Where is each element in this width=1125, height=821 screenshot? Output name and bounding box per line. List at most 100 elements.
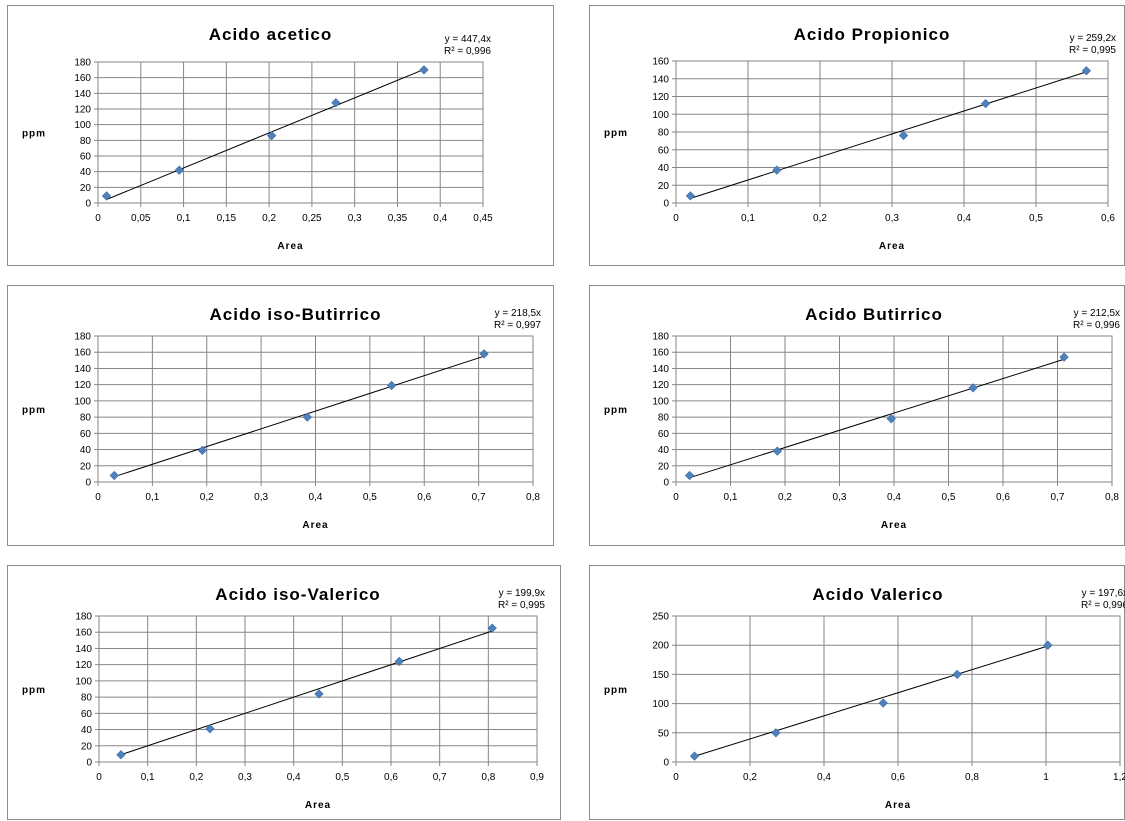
y-tick-label: 120 bbox=[74, 105, 91, 116]
x-tick-label: 0,5 bbox=[942, 492, 956, 503]
data-point bbox=[689, 751, 700, 761]
x-tick-label: 0,3 bbox=[348, 213, 362, 224]
x-tick-label: 0,8 bbox=[526, 492, 540, 503]
data-point bbox=[685, 191, 696, 201]
x-tick-label: 0,1 bbox=[141, 772, 155, 783]
trendline-r2: R² = 0,996 bbox=[1073, 320, 1120, 331]
chart-title: Acido iso-Butirrico bbox=[209, 305, 381, 324]
chart-panel-acido-acetico: 0 0,05 0,1 0,15 0,2 0,25 0,3 0,35 0,4 0,45 0 20 40 60… bbox=[7, 5, 554, 266]
trendline-r2: R² = 0,996 bbox=[1081, 600, 1125, 611]
y-tick-label: 200 bbox=[652, 641, 669, 652]
x-tick-label: 0,6 bbox=[1101, 213, 1115, 224]
y-tick-label: 140 bbox=[74, 364, 91, 375]
y-tick-label: 100 bbox=[74, 396, 91, 407]
x-tick-label: 1,2 bbox=[1113, 772, 1125, 783]
data-point bbox=[886, 414, 896, 424]
x-tick-label: 0,25 bbox=[302, 213, 322, 224]
x-tick-label: 0 bbox=[673, 492, 679, 503]
y-tick-label: 40 bbox=[658, 163, 670, 174]
data-point bbox=[302, 412, 312, 422]
x-axis-label: Area bbox=[885, 800, 911, 811]
plot-area bbox=[97, 61, 484, 204]
x-tick-label: 0,4 bbox=[309, 492, 323, 503]
x-tick-label: 0 bbox=[673, 213, 679, 224]
chart-svg: 0 0,1 0,2 0,3 0,4 0,5 0,6 0,7 0,8 0,9 0 20 40 60 80 100… bbox=[22, 585, 545, 811]
data-point bbox=[487, 623, 497, 633]
trendline-equation: y = 259,2x bbox=[1070, 33, 1116, 44]
x-tick-label: 0,3 bbox=[238, 772, 252, 783]
y-tick-label: 140 bbox=[75, 644, 92, 655]
x-tick-label: 0 bbox=[95, 213, 101, 224]
y-tick-label: 0 bbox=[663, 478, 669, 489]
x-tick-label: 0,1 bbox=[145, 492, 159, 503]
y-tick-label: 80 bbox=[80, 136, 92, 147]
trendline bbox=[120, 630, 493, 756]
x-tick-label: 0,7 bbox=[433, 772, 447, 783]
chart-panel-acido-iso-butirrico: 0 0,1 0,2 0,3 0,4 0,5 0,6 0,7 0,8 0 20 40 60 80 100 120… bbox=[7, 285, 554, 546]
x-tick-label: 0,15 bbox=[217, 213, 237, 224]
chart-svg: 0 0,1 0,2 0,3 0,4 0,5 0,6 0,7 0,8 0 20 40 60 80 100 120… bbox=[604, 305, 1120, 531]
y-tick-label: 20 bbox=[658, 181, 670, 192]
x-tick-label: 0,7 bbox=[472, 492, 486, 503]
y-tick-label: 50 bbox=[658, 728, 670, 739]
y-axis-label: ppm bbox=[604, 685, 628, 696]
data-point bbox=[772, 165, 782, 175]
y-tick-label: 40 bbox=[80, 167, 92, 178]
trendline-equation: y = 199,9x bbox=[499, 588, 545, 599]
data-point bbox=[331, 98, 341, 108]
x-tick-label: 0,2 bbox=[200, 492, 214, 503]
y-tick-label: 80 bbox=[658, 128, 670, 139]
data-point bbox=[174, 165, 184, 175]
data-point bbox=[267, 131, 277, 141]
chart-title: Acido Butirrico bbox=[805, 305, 943, 324]
y-tick-label: 80 bbox=[80, 413, 92, 424]
y-tick-label: 150 bbox=[652, 670, 669, 681]
x-tick-label: 0,2 bbox=[262, 213, 276, 224]
x-tick-label: 0,6 bbox=[417, 492, 431, 503]
y-axis-label: ppm bbox=[604, 405, 628, 416]
y-tick-label: 120 bbox=[652, 92, 669, 103]
y-tick-label: 100 bbox=[652, 699, 669, 710]
data-point bbox=[1081, 66, 1092, 76]
x-tick-label: 0,35 bbox=[388, 213, 408, 224]
x-tick-label: 0,2 bbox=[813, 213, 827, 224]
y-tick-label: 160 bbox=[75, 628, 92, 639]
x-tick-label: 0,9 bbox=[530, 772, 544, 783]
y-tick-label: 60 bbox=[80, 429, 92, 440]
y-tick-label: 0 bbox=[663, 758, 669, 769]
y-tick-label: 250 bbox=[652, 612, 669, 623]
chart-title: Acido acetico bbox=[209, 25, 333, 44]
y-tick-label: 40 bbox=[80, 445, 92, 456]
x-tick-label: 0,2 bbox=[189, 772, 203, 783]
data-point bbox=[1043, 640, 1053, 650]
y-tick-label: 60 bbox=[81, 709, 93, 720]
trendline-r2: R² = 0,995 bbox=[1069, 45, 1116, 56]
trendline-equation: y = 197,6x bbox=[1082, 588, 1125, 599]
data-point bbox=[968, 383, 978, 393]
x-tick-label: 0 bbox=[673, 772, 679, 783]
x-tick-label: 1 bbox=[1043, 772, 1049, 783]
x-tick-label: 0,5 bbox=[1029, 213, 1043, 224]
y-axis-label: ppm bbox=[22, 405, 46, 416]
trendline-equation: y = 447,4x bbox=[445, 34, 491, 45]
y-tick-label: 0 bbox=[86, 758, 92, 769]
y-tick-label: 100 bbox=[75, 676, 92, 687]
x-tick-label: 0,1 bbox=[724, 492, 738, 503]
data-point bbox=[1059, 352, 1069, 362]
data-point bbox=[197, 445, 208, 455]
x-tick-label: 0,8 bbox=[481, 772, 495, 783]
x-tick-label: 0 bbox=[95, 492, 101, 503]
chart-panel-acido-butirrico: 0 0,1 0,2 0,3 0,4 0,5 0,6 0,7 0,8 0 20 40 60 80 100 120… bbox=[589, 285, 1125, 546]
y-tick-label: 120 bbox=[74, 380, 91, 391]
chart-svg: 0 0,1 0,2 0,3 0,4 0,5 0,6 0 20 40 60 80 100 120 140 160… bbox=[604, 25, 1116, 252]
trendline-equation: y = 212,5x bbox=[1074, 308, 1120, 319]
data-point bbox=[952, 669, 962, 680]
trendline-r2: R² = 0,996 bbox=[444, 46, 491, 57]
y-axis-label: ppm bbox=[22, 129, 46, 140]
chart-panel-acido-valerico: 0 0,2 0,4 0,6 0,8 1 1,2 0 50 100 150 200 250 Acido Va… bbox=[589, 565, 1125, 820]
y-tick-label: 80 bbox=[81, 693, 93, 704]
y-tick-label: 180 bbox=[74, 332, 91, 343]
y-tick-label: 180 bbox=[75, 612, 92, 623]
x-tick-label: 0,8 bbox=[965, 772, 979, 783]
y-tick-label: 60 bbox=[80, 152, 92, 163]
